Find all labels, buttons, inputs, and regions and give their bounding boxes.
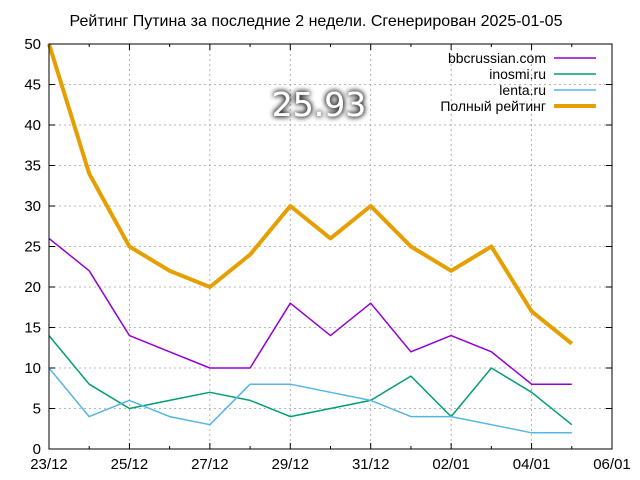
plot-frame bbox=[48, 43, 613, 450]
y-tick-label: 30 bbox=[24, 198, 41, 215]
x-tick-label: 04/01 bbox=[513, 456, 551, 473]
x-tick-label: 02/01 bbox=[432, 456, 470, 473]
series-line-1 bbox=[48, 237, 572, 385]
series-line-2 bbox=[48, 335, 573, 426]
y-tick-label: 10 bbox=[24, 360, 41, 377]
y-tick-label: 45 bbox=[24, 77, 41, 94]
x-tick-label: 27/12 bbox=[191, 456, 229, 473]
legend-label: inosmi.ru bbox=[489, 66, 546, 82]
chart-title: Рейтинг Путина за последние 2 недели. Сг… bbox=[70, 13, 563, 30]
y-tick-label: 15 bbox=[24, 320, 41, 337]
x-tick-label: 25/12 bbox=[111, 456, 149, 473]
series-line-4 bbox=[47, 43, 574, 346]
x-axis-ticks: 23/12 25/12 27/12 29/12 31/12 02/01 04/01 06/01 bbox=[30, 44, 631, 473]
x-tick-label: 23/12 bbox=[30, 456, 68, 473]
legend-label: lenta.ru bbox=[499, 82, 546, 98]
y-tick-label: 40 bbox=[24, 117, 41, 134]
legend-label: Полный рейтинг bbox=[440, 98, 546, 114]
x-tick-label: 31/12 bbox=[352, 456, 390, 473]
x-tick-label: 06/01 bbox=[593, 456, 631, 473]
series-lines bbox=[47, 43, 574, 434]
y-tick-label: 5 bbox=[33, 401, 41, 418]
x-tick-label: 29/12 bbox=[272, 456, 310, 473]
series-line-3 bbox=[48, 367, 572, 434]
y-tick-label: 0 bbox=[33, 441, 41, 458]
y-axis-ticks: 0 5 10 15 20 25 30 35 40 45 50 bbox=[24, 36, 612, 458]
y-tick-label: 20 bbox=[24, 279, 41, 296]
y-tick-label: 35 bbox=[24, 158, 41, 175]
y-tick-label: 25 bbox=[24, 239, 41, 256]
y-tick-label: 50 bbox=[24, 36, 41, 53]
legend-label: bbcrussian.com bbox=[448, 50, 546, 66]
rating-value-annotation: 25.93 bbox=[272, 85, 366, 124]
